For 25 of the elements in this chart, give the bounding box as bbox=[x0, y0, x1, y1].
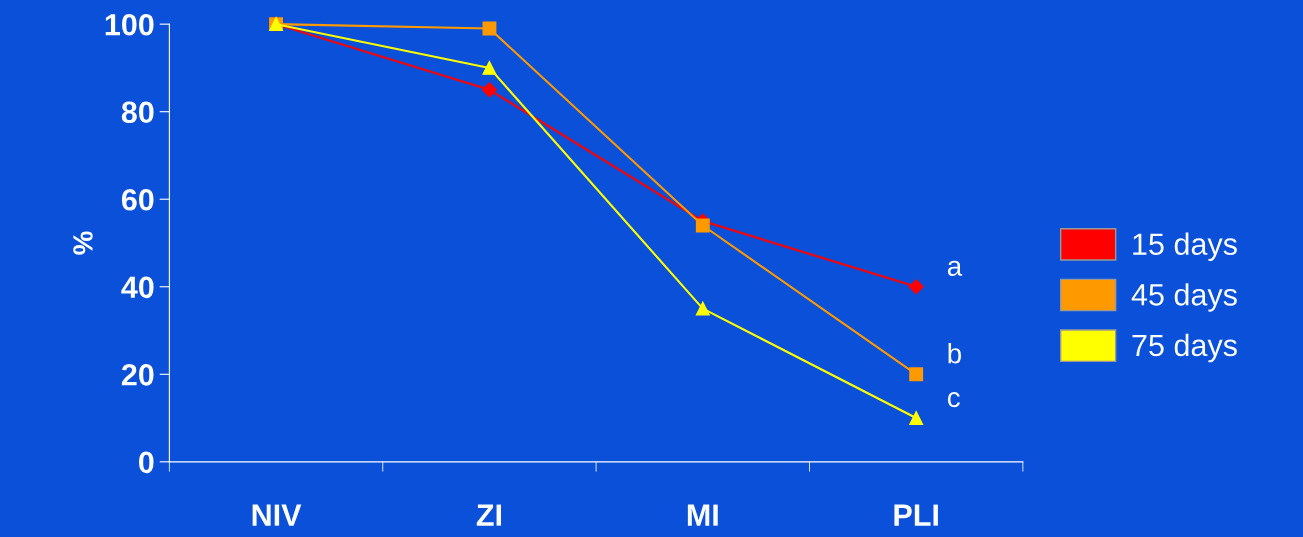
legend-label: 45 days bbox=[1131, 283, 1237, 312]
y-tick-label: 60 bbox=[121, 188, 154, 211]
point bbox=[695, 218, 710, 233]
point bbox=[482, 21, 497, 36]
x-tick-label: ZI bbox=[476, 504, 501, 526]
annotation: c bbox=[947, 392, 960, 408]
x-tick-label: PLI bbox=[894, 504, 938, 526]
x-tick-label: NIV bbox=[252, 504, 302, 526]
y-tick-label: 20 bbox=[121, 364, 154, 386]
y-tick-label: 0 bbox=[139, 451, 154, 474]
point bbox=[481, 82, 498, 98]
y-tick-label: 100 bbox=[105, 13, 154, 36]
point bbox=[909, 411, 924, 425]
point bbox=[909, 367, 924, 382]
annotation: a bbox=[947, 260, 963, 276]
annotation: b bbox=[948, 343, 962, 364]
y-tick-label: 40 bbox=[121, 276, 154, 299]
point bbox=[695, 301, 710, 316]
x-tick-label: MI bbox=[687, 504, 718, 526]
point bbox=[908, 279, 924, 295]
y-tick-label: 80 bbox=[121, 101, 154, 124]
y-axis-title: % bbox=[73, 231, 93, 255]
point bbox=[482, 60, 497, 75]
legend-label: 15 days bbox=[1133, 232, 1237, 262]
legend-label: 75 days bbox=[1132, 333, 1237, 363]
